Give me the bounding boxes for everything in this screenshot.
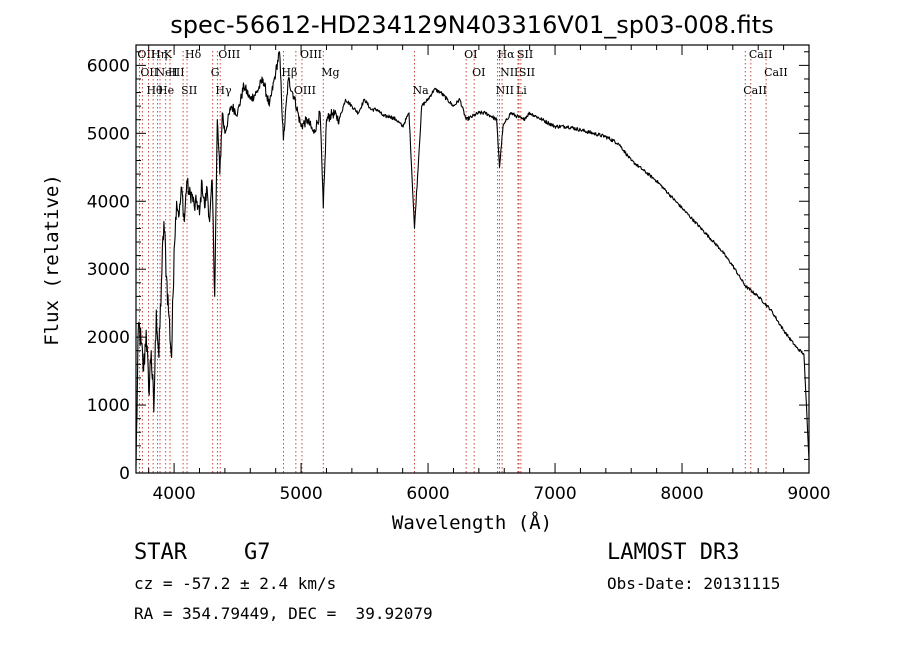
- line-marker-label: OIII: [218, 48, 240, 61]
- line-marker-label: CaII: [749, 48, 773, 61]
- y-tick-label: 1000: [87, 396, 130, 416]
- line-marker-label: Mg: [321, 66, 339, 79]
- chart-title: spec-56612-HD234129N403316V01_sp03-008.f…: [170, 11, 773, 39]
- line-marker-label: SII: [519, 66, 535, 79]
- line-marker-label: Hβ: [281, 66, 297, 79]
- line-marker-label: OII: [137, 48, 155, 61]
- y-tick-label: 3000: [87, 260, 130, 280]
- y-tick-label: 5000: [87, 124, 130, 144]
- y-tick-label: 6000: [87, 56, 130, 76]
- line-marker-label: SII: [181, 84, 197, 97]
- object-class: STAR: [134, 540, 187, 565]
- line-marker-label: Hγ: [215, 84, 232, 97]
- x-tick-label: 6000: [406, 484, 449, 504]
- x-axis: 4000 5000 6000 7000 8000 9000: [148, 45, 831, 504]
- y-axis: 0 1000 2000 3000 4000 5000 6000: [87, 51, 809, 484]
- line-marker-label: K: [164, 48, 173, 61]
- x-tick-label: 7000: [533, 484, 576, 504]
- line-marker-label: Hα: [498, 48, 516, 61]
- y-tick-label: 0: [119, 464, 130, 484]
- line-marker-label: OIII: [294, 84, 316, 97]
- line-marker-label: Hθ: [146, 84, 163, 97]
- spectrum-line: [135, 51, 810, 467]
- coordinates: RA = 354.79449, DEC = 39.92079: [134, 604, 433, 623]
- y-tick-label: 2000: [87, 328, 130, 348]
- line-marker-label: OI: [472, 66, 485, 79]
- line-marker-label: Hδ: [185, 48, 202, 61]
- line-marker-label: G: [211, 66, 220, 79]
- observation-date: Obs-Date: 20131115: [607, 574, 781, 593]
- survey-name: LAMOST DR3: [607, 540, 740, 565]
- spectral-line-markers: OIIOIIHθHηNeIIIHeKHSIIHδGHγOIIIHβOIIIOII…: [137, 48, 788, 473]
- line-marker-label: NII: [496, 84, 514, 97]
- line-marker-label: Na: [412, 84, 429, 97]
- x-tick-label: 8000: [660, 484, 703, 504]
- line-marker-label: Hη: [151, 48, 167, 61]
- line-marker-label: OII: [140, 66, 158, 79]
- redshift-velocity: cz = -57.2 ± 2.4 km/s: [134, 574, 337, 593]
- y-axis-label: Flux (relative): [41, 174, 63, 346]
- spectral-subclass: G7: [244, 540, 271, 565]
- x-axis-label: Wavelength (Å): [392, 511, 552, 534]
- line-marker-label: NII: [500, 66, 518, 79]
- y-tick-label: 4000: [87, 192, 130, 212]
- line-marker-label: CaII: [743, 84, 767, 97]
- line-marker-label: CaII: [764, 66, 788, 79]
- line-marker-label: Li: [516, 84, 527, 97]
- line-marker-label: SII: [517, 48, 533, 61]
- plot-frame: [135, 44, 810, 474]
- x-tick-label: 9000: [787, 484, 830, 504]
- line-marker-label: OI: [464, 48, 477, 61]
- line-marker-label: H: [168, 66, 178, 79]
- x-tick-label: 4000: [152, 484, 195, 504]
- x-tick-label: 5000: [279, 484, 322, 504]
- line-marker-label: OIII: [300, 48, 322, 61]
